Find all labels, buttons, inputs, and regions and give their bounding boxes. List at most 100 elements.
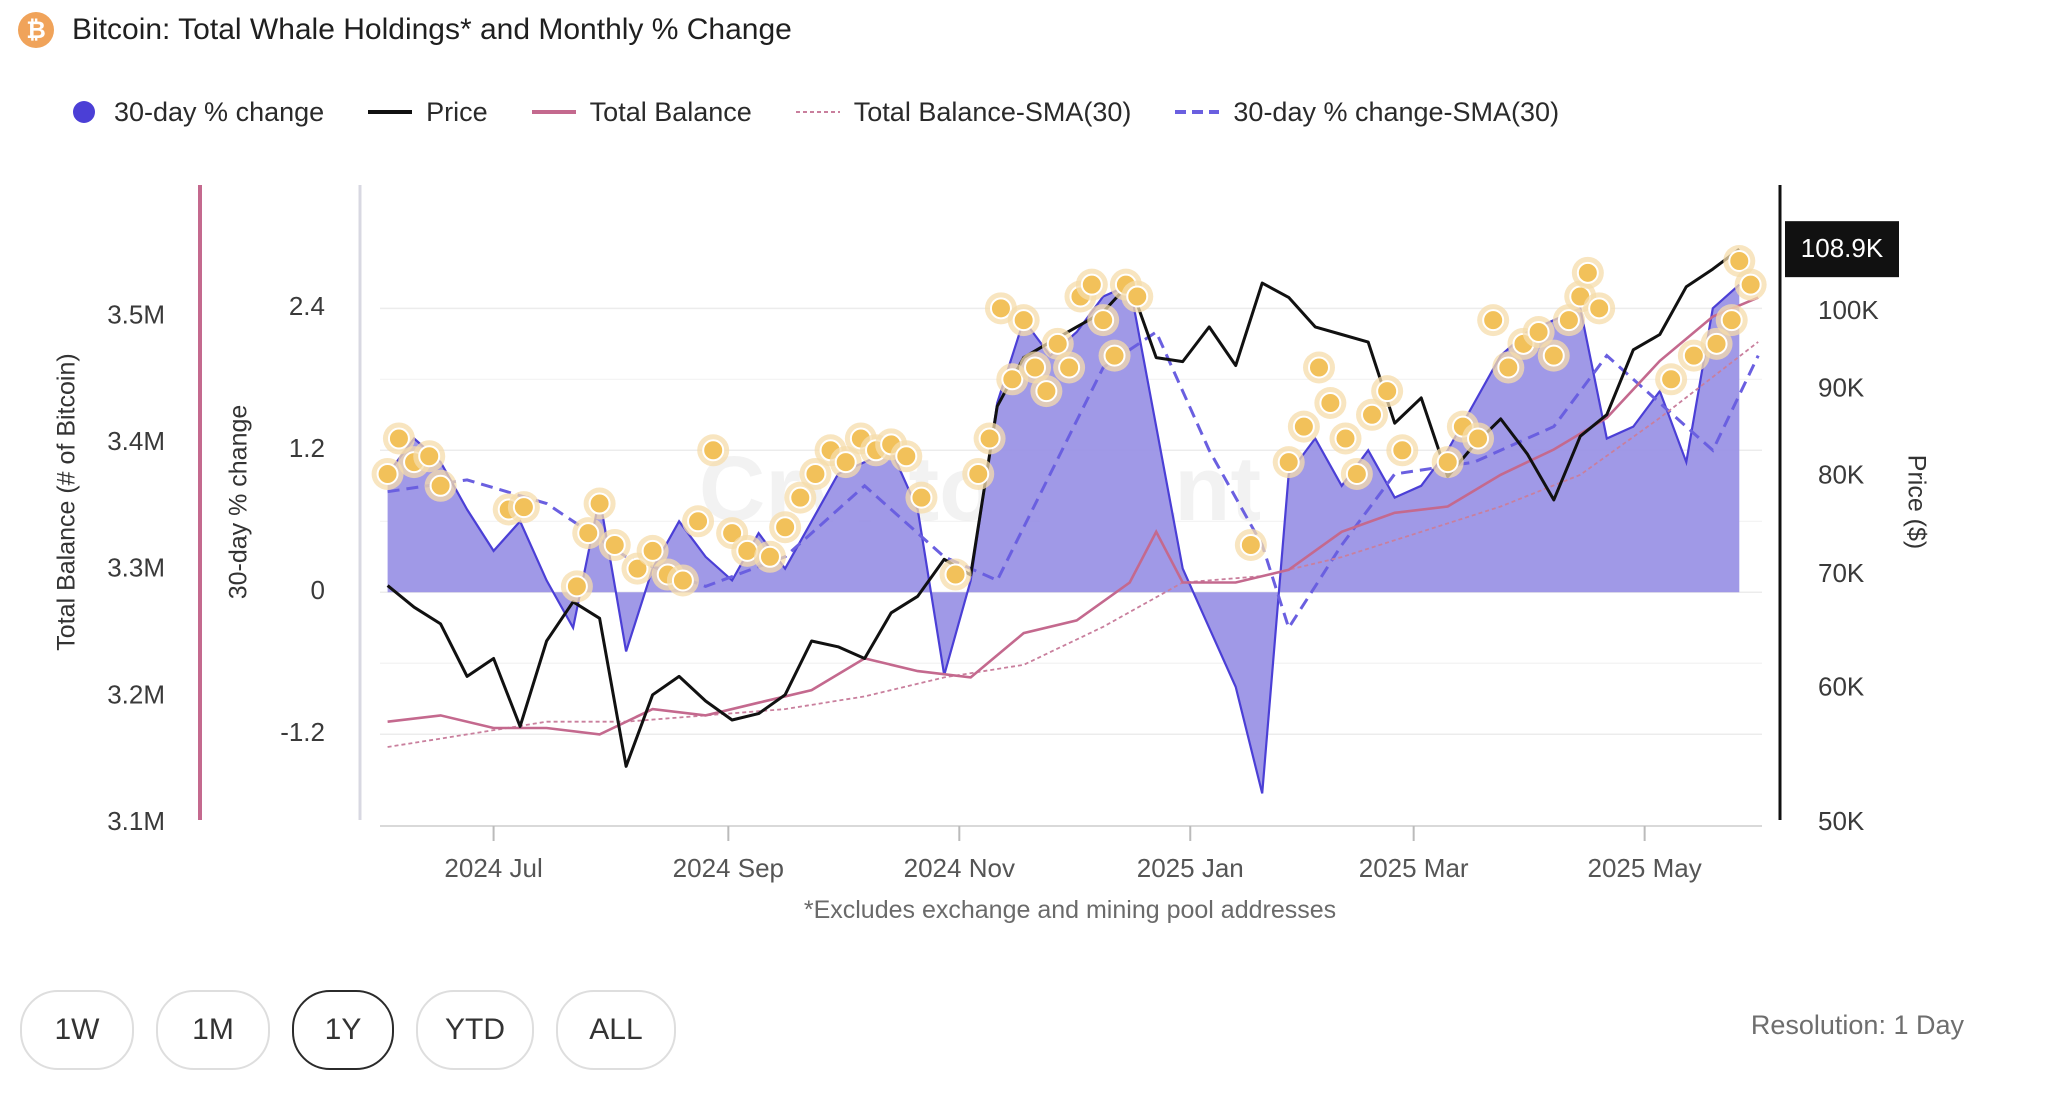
- highlight-point[interactable]: [1103, 344, 1126, 367]
- range-button-1m[interactable]: 1M: [156, 990, 270, 1070]
- highlight-point[interactable]: [1436, 451, 1459, 474]
- highlight-point[interactable]: [1046, 332, 1069, 355]
- highlight-point[interactable]: [774, 516, 797, 539]
- legend-item-total-balance-sma-30[interactable]: Total Balance-SMA(30): [795, 96, 1132, 128]
- highlight-point[interactable]: [978, 427, 1001, 450]
- highlight-point[interactable]: [834, 451, 857, 474]
- change-axis-title: 30-day % change: [225, 405, 253, 600]
- chart-title: Bitcoin: Total Whale Holdings* and Month…: [72, 13, 792, 46]
- highlight-point[interactable]: [1308, 356, 1331, 379]
- chart-header: ₿ Bitcoin: Total Whale Holdings* and Mon…: [18, 8, 792, 52]
- balance-sma-line: [387, 341, 1759, 748]
- highlight-point[interactable]: [429, 474, 452, 497]
- highlight-point[interactable]: [1001, 368, 1024, 391]
- legend-swatch: [368, 110, 413, 114]
- balance-tick-label: 3.3M: [107, 553, 165, 583]
- highlight-point[interactable]: [1080, 273, 1103, 296]
- legend-swatch: [1175, 110, 1220, 114]
- highlight-point[interactable]: [789, 486, 812, 509]
- highlight-point[interactable]: [418, 445, 441, 468]
- highlight-point[interactable]: [512, 496, 535, 519]
- highlight-point[interactable]: [1467, 427, 1490, 450]
- highlight-point[interactable]: [967, 462, 990, 485]
- highlight-point[interactable]: [1277, 451, 1300, 474]
- highlight-point[interactable]: [702, 439, 725, 462]
- legend-item-price[interactable]: Price: [368, 97, 488, 128]
- highlight-point[interactable]: [1482, 309, 1505, 332]
- highlight-point[interactable]: [1527, 320, 1550, 343]
- legend-label: Total Balance: [589, 96, 752, 127]
- highlight-point[interactable]: [1728, 249, 1751, 272]
- x-tick-label: 2024 Sep: [673, 853, 784, 883]
- range-button-all[interactable]: ALL: [556, 990, 676, 1070]
- highlight-point[interactable]: [758, 545, 781, 568]
- highlight-point[interactable]: [1345, 462, 1368, 485]
- x-tick-label: 2024 Jul: [444, 853, 542, 883]
- chart-footnote: *Excludes exchange and mining pool addre…: [803, 896, 1337, 924]
- highlight-point[interactable]: [1376, 380, 1399, 403]
- range-button-1w[interactable]: 1W: [20, 990, 134, 1070]
- range-button-1y[interactable]: 1Y: [292, 990, 394, 1070]
- highlight-point[interactable]: [721, 522, 744, 545]
- x-tick-label: 2025 Mar: [1359, 853, 1469, 883]
- highlight-point[interactable]: [376, 462, 399, 485]
- highlight-point[interactable]: [641, 539, 664, 562]
- highlight-point[interactable]: [1239, 533, 1262, 556]
- highlight-point[interactable]: [1092, 309, 1115, 332]
- legend-item-30-day-change-sma-30[interactable]: 30-day % change-SMA(30): [1175, 97, 1559, 128]
- highlight-point[interactable]: [1660, 368, 1683, 391]
- highlight-point[interactable]: [1682, 344, 1705, 367]
- highlight-point[interactable]: [1012, 309, 1035, 332]
- legend-swatch: [531, 110, 576, 114]
- highlight-point[interactable]: [387, 427, 410, 450]
- highlight-point[interactable]: [626, 557, 649, 580]
- highlight-point[interactable]: [1035, 380, 1058, 403]
- highlight-point[interactable]: [1319, 391, 1342, 414]
- highlight-point[interactable]: [1292, 415, 1315, 438]
- balance-tick-label: 3.2M: [107, 679, 165, 709]
- bitcoin-icon: ₿: [18, 12, 54, 48]
- change-tick-label: 1.2: [289, 433, 325, 463]
- highlight-point[interactable]: [1334, 427, 1357, 450]
- balance-tick-label: 3.4M: [107, 426, 165, 456]
- highlight-point[interactable]: [1542, 344, 1565, 367]
- highlight-point[interactable]: [1126, 285, 1149, 308]
- highlight-point[interactable]: [1739, 273, 1762, 296]
- price-tick-label: 80K: [1818, 459, 1865, 489]
- balance-axis-title: Total Balance (# of Bitcoin): [53, 353, 81, 650]
- balance-tick-label: 3.1M: [107, 806, 165, 836]
- highlight-point[interactable]: [1588, 297, 1611, 320]
- highlight-point[interactable]: [577, 522, 600, 545]
- current-price-tag: [1785, 221, 1899, 278]
- highlight-point[interactable]: [1497, 356, 1520, 379]
- highlight-point[interactable]: [1361, 403, 1384, 426]
- range-button-ytd[interactable]: YTD: [416, 990, 534, 1070]
- highlight-point[interactable]: [603, 533, 626, 556]
- highlight-point[interactable]: [1557, 309, 1580, 332]
- highlight-point[interactable]: [1391, 439, 1414, 462]
- highlight-point[interactable]: [910, 486, 933, 509]
- highlight-point[interactable]: [1720, 309, 1743, 332]
- legend-item-total-balance[interactable]: Total Balance: [531, 96, 752, 128]
- highlight-point[interactable]: [671, 569, 694, 592]
- change-tick-label: -1.2: [280, 717, 325, 747]
- highlight-point[interactable]: [687, 510, 710, 533]
- highlight-point[interactable]: [804, 462, 827, 485]
- highlight-point[interactable]: [1058, 356, 1081, 379]
- legend-swatch: [795, 111, 840, 113]
- highlight-point[interactable]: [588, 492, 611, 515]
- highlight-point[interactable]: [895, 445, 918, 468]
- highlight-point[interactable]: [989, 297, 1012, 320]
- price-tick-label: 50K: [1818, 806, 1865, 836]
- highlight-point[interactable]: [565, 575, 588, 598]
- legend-label: Total Balance-SMA(30): [853, 96, 1132, 127]
- balance-tick-label: 3.5M: [107, 299, 165, 329]
- highlight-point[interactable]: [1024, 356, 1047, 379]
- price-axis-title: Price ($): [1902, 455, 1930, 549]
- resolution-label: Resolution: 1 Day: [1750, 1010, 1964, 1040]
- highlight-point[interactable]: [1705, 332, 1728, 355]
- whale-holdings-chart: CryptoQuant3.1M3.2M3.3M3.4M3.5M-1.201.22…: [53, 185, 1930, 883]
- highlight-point[interactable]: [944, 563, 967, 586]
- highlight-point[interactable]: [1576, 261, 1599, 284]
- legend-item-30-day-change[interactable]: 30-day % change: [70, 97, 324, 128]
